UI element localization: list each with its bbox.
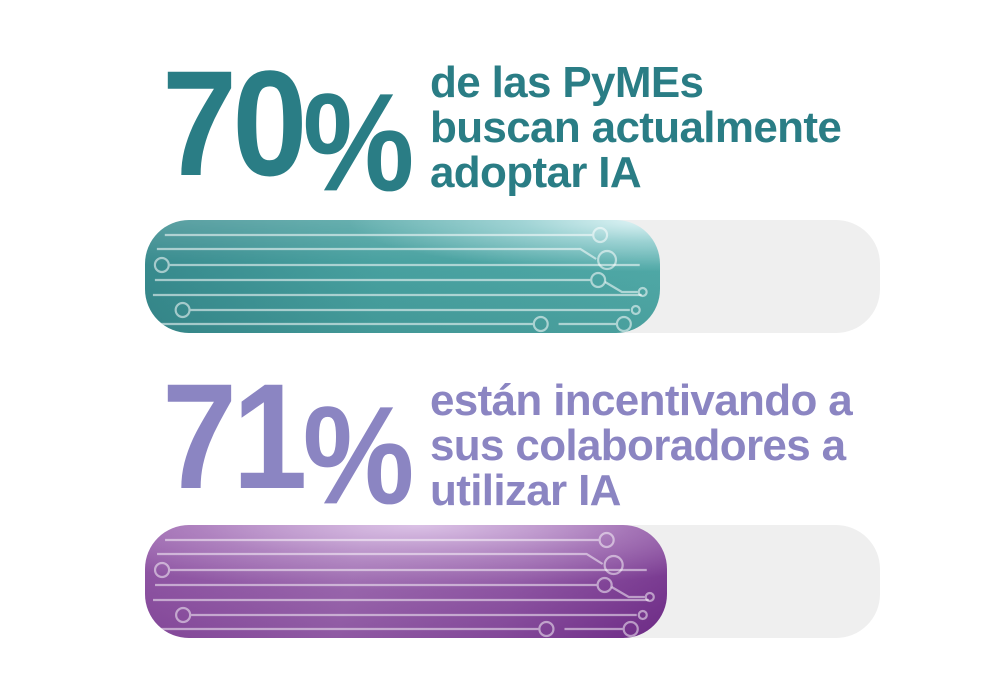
stat-1-description-line-3: adoptar IA [430, 148, 642, 197]
progress-fill-2 [145, 525, 667, 638]
progress-fill-1 [145, 220, 660, 333]
stat-2-description: están incentivando a sus colaboradores a… [430, 376, 853, 515]
stat-2-description-line-3: utilizar IA [430, 466, 621, 515]
stat-1-description-line-2: buscan actualmente [430, 103, 842, 152]
stat-2-value: 71% [162, 361, 414, 525]
stat-2-description-line-1: están incentivando a [430, 376, 853, 425]
stat-1-percent-sign: % [302, 64, 415, 221]
circuit-pattern-icon [152, 226, 648, 333]
stat-1-value: 70% [162, 48, 414, 212]
circuit-pattern-icon [153, 531, 655, 638]
stat-2-percent-sign: % [302, 377, 415, 534]
stat-1-description-line-1: de las PyMEs [430, 58, 704, 107]
stat-1-description: de las PyMEs buscan actualmente adoptar … [430, 58, 842, 197]
stat-2-number: 71 [162, 352, 307, 520]
stat-1-number: 70 [162, 39, 307, 207]
stat-2-description-line-2: sus colaboradores a [430, 421, 846, 470]
progress-track-2 [145, 525, 880, 638]
progress-track-1 [145, 220, 880, 333]
